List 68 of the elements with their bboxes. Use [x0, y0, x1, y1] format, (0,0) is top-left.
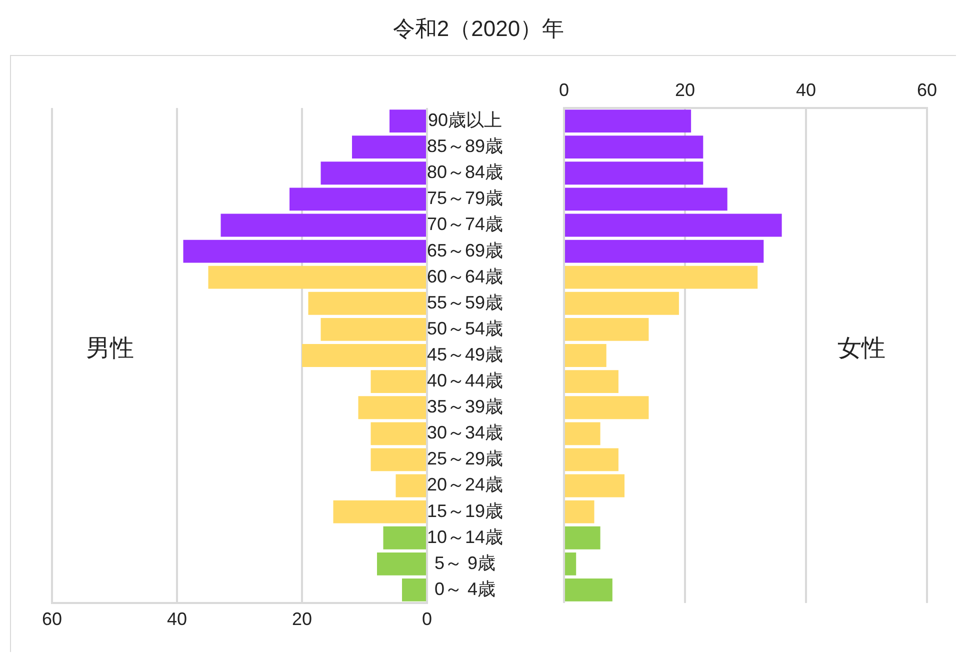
- bar: [565, 266, 758, 289]
- bar: [370, 422, 426, 446]
- bar: [220, 214, 426, 237]
- bar: [320, 162, 426, 185]
- bar: [390, 110, 426, 132]
- y-tick-label: 15～19歳: [427, 500, 504, 521]
- bar: [565, 526, 600, 550]
- y-tick-label: 35～39歳: [427, 396, 504, 417]
- x-tick-label: 60: [916, 80, 938, 100]
- bar: [290, 188, 426, 211]
- bar: [565, 136, 704, 159]
- bar: [565, 344, 606, 367]
- y-tick-label: 30～34歳: [427, 422, 504, 443]
- y-tick-label: 85～89歳: [427, 136, 504, 156]
- x-tick-label: 60: [42, 608, 62, 629]
- y-tick-label: 80～84歳: [427, 162, 504, 182]
- bar: [565, 292, 679, 315]
- bar: [565, 396, 649, 420]
- bar: [565, 448, 618, 472]
- bar: [565, 162, 704, 185]
- x-tick-label: 40: [796, 80, 816, 100]
- bar: [308, 292, 426, 315]
- annotation: 男性: [86, 335, 134, 362]
- x-tick-label: 0: [559, 80, 570, 100]
- y-tick-label: 65～69歳: [427, 240, 504, 260]
- bar: [565, 188, 728, 211]
- y-tick-label: 25～29歳: [427, 448, 504, 469]
- bar: [565, 500, 594, 524]
- y-tick-label: 20～24歳: [427, 474, 504, 495]
- bar: [302, 344, 426, 367]
- y-tick-label: 5～ 9歳: [434, 552, 496, 573]
- bar: [565, 578, 612, 602]
- bar: [565, 370, 618, 394]
- bar: [183, 240, 426, 263]
- y-tick-label: 60～64歳: [427, 266, 504, 286]
- bar: [208, 266, 426, 289]
- bar: [565, 240, 764, 263]
- y-tick-label: 90歳以上: [428, 110, 502, 130]
- y-tick-label: 40～44歳: [427, 370, 504, 391]
- bar: [565, 110, 692, 132]
- y-tick-label: 70～74歳: [427, 214, 504, 234]
- bar: [402, 578, 426, 602]
- x-tick-label: 20: [292, 608, 312, 629]
- bar: [565, 214, 782, 237]
- y-tick-label: 45～49歳: [427, 344, 504, 364]
- y-tick-label: 0～ 4歳: [434, 578, 496, 599]
- text: 令和2（2020）年: [392, 15, 566, 43]
- y-tick-label: 50～54歳: [427, 318, 504, 338]
- bar: [377, 552, 426, 576]
- bar: [565, 422, 600, 446]
- bar: [320, 318, 426, 341]
- bar: [352, 136, 426, 159]
- bar: [565, 474, 625, 498]
- x-tick-label: 20: [674, 80, 696, 100]
- bar: [358, 396, 426, 420]
- x-tick-label: 0: [422, 608, 432, 629]
- bar: [383, 526, 426, 550]
- bar: [333, 500, 426, 524]
- bar: [565, 552, 576, 576]
- bar: [396, 474, 426, 498]
- y-tick-label: 55～59歳: [427, 292, 504, 312]
- x-tick-label: 40: [166, 608, 188, 629]
- bar: [370, 370, 426, 394]
- y-tick-label: 10～14歳: [427, 526, 504, 547]
- bar: [565, 318, 649, 341]
- annotation: 女性: [838, 335, 886, 362]
- y-tick-label: 75～79歳: [427, 188, 504, 208]
- bar: [370, 448, 426, 472]
